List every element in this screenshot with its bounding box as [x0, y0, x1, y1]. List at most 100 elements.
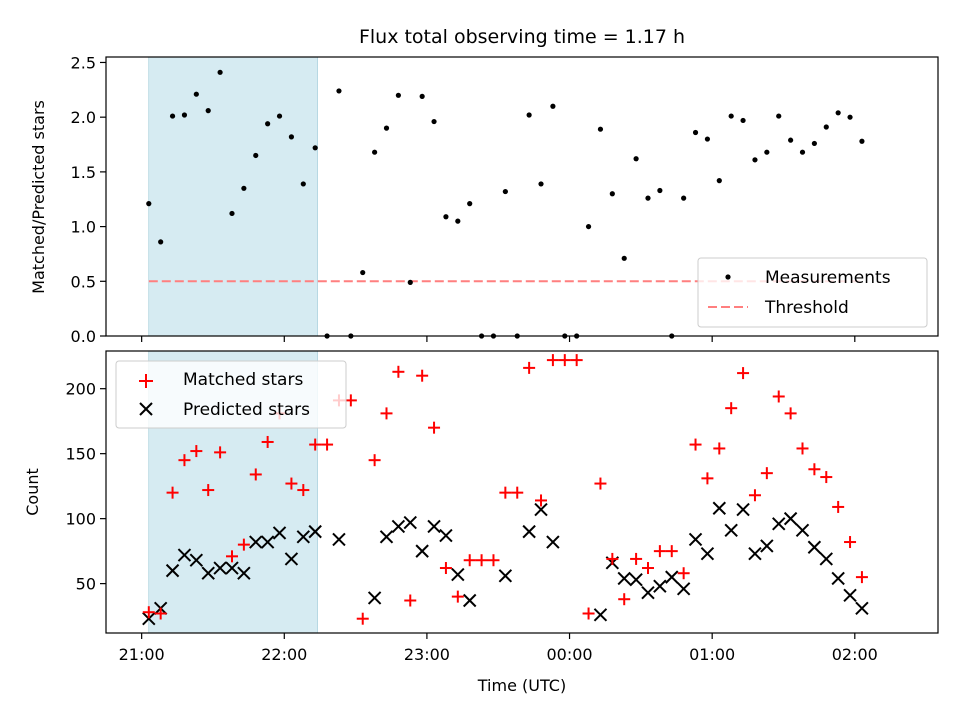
matched-stars-point [404, 594, 417, 607]
matched-stars-point [535, 494, 548, 507]
matched-stars-point [463, 554, 476, 567]
measurement-point [645, 195, 651, 201]
measurement-point [276, 113, 283, 119]
top-legend: Measurements Threshold [697, 257, 928, 328]
matched-stars-point [487, 554, 500, 567]
measurement-point [859, 138, 865, 144]
x-tick-label: 21:00 [119, 645, 165, 664]
measurement-points [146, 69, 865, 339]
matched-stars-point [606, 552, 619, 565]
predicted-stars-point [237, 566, 251, 580]
measurement-point [657, 187, 663, 194]
predicted-stars-point [462, 593, 477, 608]
matched-stars-point [249, 468, 262, 481]
measurement-point [300, 181, 306, 187]
predicted-stars-point [819, 552, 833, 566]
predicted-stars-point [843, 588, 857, 603]
top-y-axis-label: Matched/Predicted stars [29, 100, 48, 294]
top-y-tick-label: 2.0 [71, 108, 96, 127]
matched-stars-point [392, 365, 405, 378]
top-y-tick-label: 1.5 [71, 163, 96, 182]
predicted-stars-point [831, 571, 845, 586]
matched-stars-point [321, 438, 334, 451]
matched-stars-point [285, 477, 298, 490]
measurement-point [288, 134, 295, 140]
matched-stars-point [523, 361, 536, 374]
predicted-stars-point [189, 553, 204, 567]
legend-predicted-marker [139, 402, 153, 416]
matched-stars-point [570, 354, 583, 367]
measurement-point [621, 255, 627, 261]
matched-stars-point [653, 545, 666, 558]
bottom-legend-frame [115, 360, 347, 429]
measurement-point [526, 112, 532, 118]
measurement-point [538, 181, 544, 187]
matched-stars-point [689, 438, 702, 451]
measurement-point [419, 93, 425, 99]
matched-stars-point [630, 552, 643, 565]
legend-matched-label: Matched stars [183, 370, 303, 390]
legend-predicted-label: Predicted stars [183, 400, 310, 420]
bottom-legend: Matched stars Predicted stars [115, 360, 347, 429]
matched-stars-point [428, 421, 441, 434]
matched-stars-point [748, 489, 761, 502]
predicted-stars-point [534, 502, 548, 517]
predicted-stars-point [451, 567, 465, 582]
matched-stars-point [832, 500, 845, 513]
matched-stars-point [214, 446, 227, 459]
x-tick-label: 01:00 [689, 645, 735, 664]
matched-stars-point [439, 562, 452, 575]
measurement-point [431, 118, 437, 125]
matched-stars-point [641, 562, 654, 575]
bottom-x-axis-ticks: 21:00 22:00 23:00 00:00 01:00 02:00 [119, 633, 878, 664]
measurement-point [395, 92, 401, 98]
predicted-stars-point [617, 571, 631, 586]
predicted-stars-point [379, 530, 394, 544]
matched-stars-point [499, 486, 512, 499]
measurement-point [776, 113, 782, 119]
top-y-tick-label: 0.0 [71, 327, 96, 346]
predicted-stars-point [736, 502, 750, 517]
measurement-point [205, 108, 211, 114]
measurement-point [502, 188, 508, 195]
matched-stars-point [309, 438, 322, 451]
measurement-point [193, 91, 199, 97]
matched-stars-point [725, 402, 738, 415]
measurement-point [407, 279, 413, 285]
matched-stars-point [760, 467, 773, 480]
bottom-panel: 50 100 150 200 21:00 22:00 23:00 00:00 01:00 02:… [23, 350, 939, 695]
measurement-point [609, 191, 615, 197]
measurement-point [229, 210, 235, 217]
measurement-point [443, 214, 449, 220]
matched-stars-point [713, 442, 726, 455]
predicted-stars-point [712, 501, 727, 515]
matched-stars-point [784, 407, 797, 420]
predicted-stars-point [225, 561, 239, 575]
predicted-stars-point [142, 611, 156, 626]
matched-stars-point [451, 590, 464, 603]
matched-stars-point [808, 463, 821, 476]
bottom-plot-frame [105, 350, 939, 634]
measurement-point [811, 140, 817, 147]
matched-stars-point [356, 612, 369, 625]
measurement-point [704, 136, 711, 142]
measurement-point [217, 69, 223, 75]
matched-stars-point [380, 407, 393, 420]
matched-stars-point [772, 390, 785, 403]
legend-measurements-marker [725, 274, 731, 280]
bottom-y-tick-label: 50 [76, 575, 96, 594]
measurement-point [585, 223, 592, 230]
matched-stars-point [558, 354, 571, 367]
x-axis-label: Time (UTC) [477, 676, 566, 695]
matched-stars-point [166, 486, 179, 499]
legend-matched-marker [139, 374, 153, 388]
predicted-stars-points [142, 501, 869, 626]
matched-stars-point [677, 567, 690, 580]
predicted-stars-point [165, 563, 180, 578]
matched-stars-point [594, 477, 607, 490]
measurement-point [823, 124, 829, 130]
matched-stars-point [475, 554, 488, 567]
matched-stars-point [368, 454, 381, 467]
top-x-axis-ticks [141, 336, 856, 342]
